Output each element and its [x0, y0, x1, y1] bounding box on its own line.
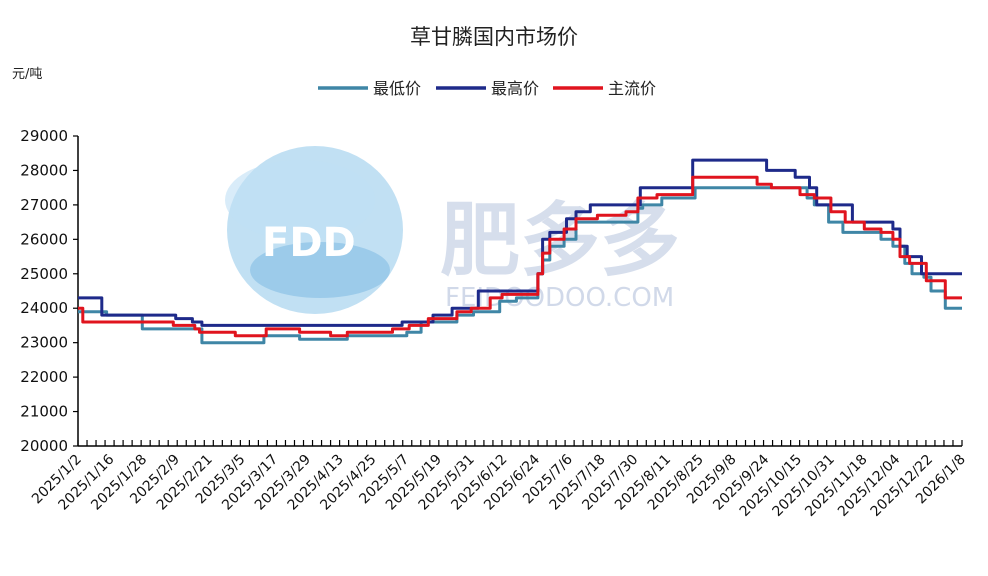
y-tick-label: 27000	[20, 196, 68, 214]
legend-label-high: 最高价	[491, 79, 539, 98]
legend-item-main: 主流价	[553, 79, 656, 98]
y-tick-label: 21000	[20, 403, 68, 421]
y-tick-label: 22000	[20, 368, 68, 386]
y-tick-label: 23000	[20, 334, 68, 352]
series-line-main	[78, 175, 962, 338]
y-axis-unit: 元/吨	[12, 67, 42, 82]
watermark: FDD 肥多多 FEIDOODOO.COM	[225, 146, 680, 314]
legend-label-main: 主流价	[608, 79, 656, 98]
series-line-low	[78, 186, 962, 345]
y-tick-label: 25000	[20, 265, 68, 283]
y-tick-label: 20000	[20, 437, 68, 455]
legend-label-low: 最低价	[373, 79, 421, 98]
y-tick-label: 29000	[20, 127, 68, 145]
watermark-logo-text: FDD	[262, 220, 356, 266]
y-axis: 20000 21000 22000 23000 24000 25000 26000 27000…	[20, 127, 79, 455]
legend-item-low: 最低价	[318, 79, 421, 98]
y-tick-label: 26000	[20, 230, 68, 248]
series-line-high	[78, 158, 962, 327]
watermark-logo: FDD	[225, 146, 403, 314]
y-tick-label: 24000	[20, 299, 68, 317]
y-tick-label: 28000	[20, 161, 68, 179]
series-layer	[78, 158, 962, 345]
chart-title: 草甘膦国内市场价	[410, 25, 578, 49]
legend-item-high: 最高价	[436, 79, 539, 98]
legend: 最低价 最高价 主流价	[318, 79, 656, 98]
x-axis: 2025/1/22025/1/162025/1/282025/2/92025/2…	[29, 440, 969, 520]
